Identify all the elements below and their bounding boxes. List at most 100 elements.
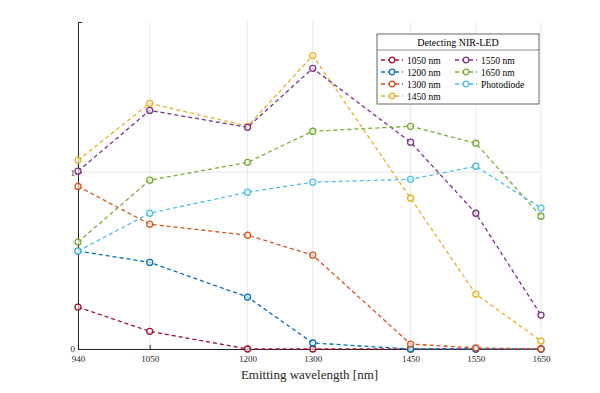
series-point [538,213,544,219]
grid-line-y [78,172,541,173]
legend-marker [463,57,469,63]
series-point [538,346,544,352]
grid [78,22,541,349]
legend-box [377,34,539,104]
grid-line-x [541,22,542,349]
series-point [147,328,153,334]
series-point [408,195,414,201]
series-point [408,176,414,182]
series-point [408,139,414,145]
series-point [147,210,153,216]
x-axis-title: Emitting wavelength [nm] [241,367,378,382]
legend: Detecting NIR-LED 1050 nm 1200 nm 1300 nm 14… [377,34,539,104]
tick-label: 1 [71,168,76,178]
grid-line-x [149,22,150,349]
legend-entry: 1550 nm [455,56,515,66]
tick-label: 1050 [141,354,160,364]
series-point [75,239,81,245]
series-point [310,252,316,258]
series-point [473,140,479,146]
series-point [473,291,479,297]
series-point [310,340,316,346]
legend-label: 1550 nm [481,56,515,66]
series-point [538,312,544,318]
series-point [147,177,153,183]
tick: 1300 [304,345,323,364]
tick-label: 940 [72,354,86,364]
tick-label: 1450 [402,354,421,364]
tick-mark [150,345,151,349]
series-point [538,205,544,211]
series-point [538,346,544,352]
x-axis: 940 1050 1200 1300 1450 1550 1650 [72,345,551,364]
legend-marker [389,69,395,75]
legend-label: 1650 nm [481,68,515,78]
legend-marker [463,69,469,75]
legend-marker [389,57,395,63]
series-point [245,346,251,352]
legend-label: 1050 nm [407,56,441,66]
legend-marker [463,81,469,87]
series-point [538,346,544,352]
legend-entry: 1450 nm [381,92,441,102]
legend-entry: 1200 nm [381,68,441,78]
tick-label: 1300 [304,354,323,364]
series-point [310,65,316,71]
tick: 1 [71,168,83,178]
series-point [75,168,81,174]
series-point [147,259,153,265]
legend-title: Detecting NIR-LED [417,37,498,48]
series-point [473,210,479,216]
series-point [310,128,316,134]
series-line [78,307,541,349]
series-point [75,157,81,163]
tick-mark [78,349,82,350]
series-line [78,186,541,349]
tick: 1450 [402,345,421,364]
series-point [310,179,316,185]
series-point [147,221,153,227]
series-point [245,159,251,165]
legend-marker [389,93,395,99]
series-point [473,163,479,169]
series-line [78,68,541,315]
series-point [310,53,316,59]
series-point [75,304,81,310]
tick-label: 1200 [239,354,258,364]
series-point [75,183,81,189]
legend-label: 1300 nm [407,80,441,90]
tick: 1650 [533,345,552,364]
series-point [147,107,153,113]
legend-marker [389,81,395,87]
series-point [245,232,251,238]
series-point [310,346,316,352]
y-axis: 01 [71,23,83,355]
series-point [245,189,251,195]
series-point [75,248,81,254]
plot: 94010501200130014501550165001Detecting N… [71,22,552,364]
legend-divider [377,50,539,51]
legend-entry: Photodiode [455,80,524,90]
series-line [78,166,541,251]
series-point [147,100,153,106]
legend-entry: 1050 nm [381,56,441,66]
tick-label: 0 [71,344,76,354]
legend-entry: 1300 nm [381,80,441,90]
series-point [245,124,251,130]
tick: 1050 [141,345,160,364]
series-point [408,341,414,347]
tick: 1550 [467,345,486,364]
series-point [75,248,81,254]
legend-label: 1200 nm [407,68,441,78]
series-line [78,251,541,349]
legend-entry: 1650 nm [455,68,515,78]
tick-label: 1550 [467,354,486,364]
series-line [78,126,541,242]
tick: 0 [71,344,83,354]
series-point [408,123,414,129]
legend-label: 1450 nm [407,92,441,102]
chart: 94010501200130014501550165001Detecting N… [0,0,600,393]
legend-label: Photodiode [481,80,524,90]
series-point [245,294,251,300]
series-point [538,338,544,344]
